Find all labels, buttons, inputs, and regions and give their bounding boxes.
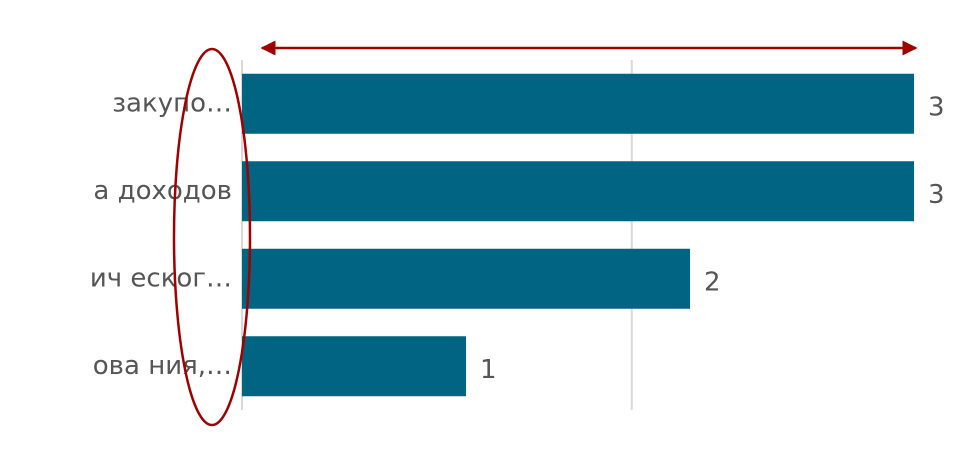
bar bbox=[242, 248, 690, 309]
data-label: 3 bbox=[928, 180, 945, 210]
data-label: 1 bbox=[480, 355, 497, 385]
bar bbox=[242, 73, 914, 134]
annotation-ellipse bbox=[172, 47, 252, 427]
data-label: 2 bbox=[704, 267, 721, 297]
plot-area: закупо… 3 а доходов 3 ич еског… 2 ова ния,… 1 bbox=[90, 60, 945, 410]
y-tick-label: ова ния,… bbox=[93, 351, 232, 381]
bar bbox=[242, 336, 466, 397]
y-tick-label: ич еског… bbox=[90, 263, 232, 293]
y-tick-label: закупо… bbox=[112, 88, 232, 118]
y-tick-label: а доходов bbox=[93, 176, 232, 206]
bar bbox=[242, 161, 914, 222]
data-label: 3 bbox=[928, 92, 945, 122]
